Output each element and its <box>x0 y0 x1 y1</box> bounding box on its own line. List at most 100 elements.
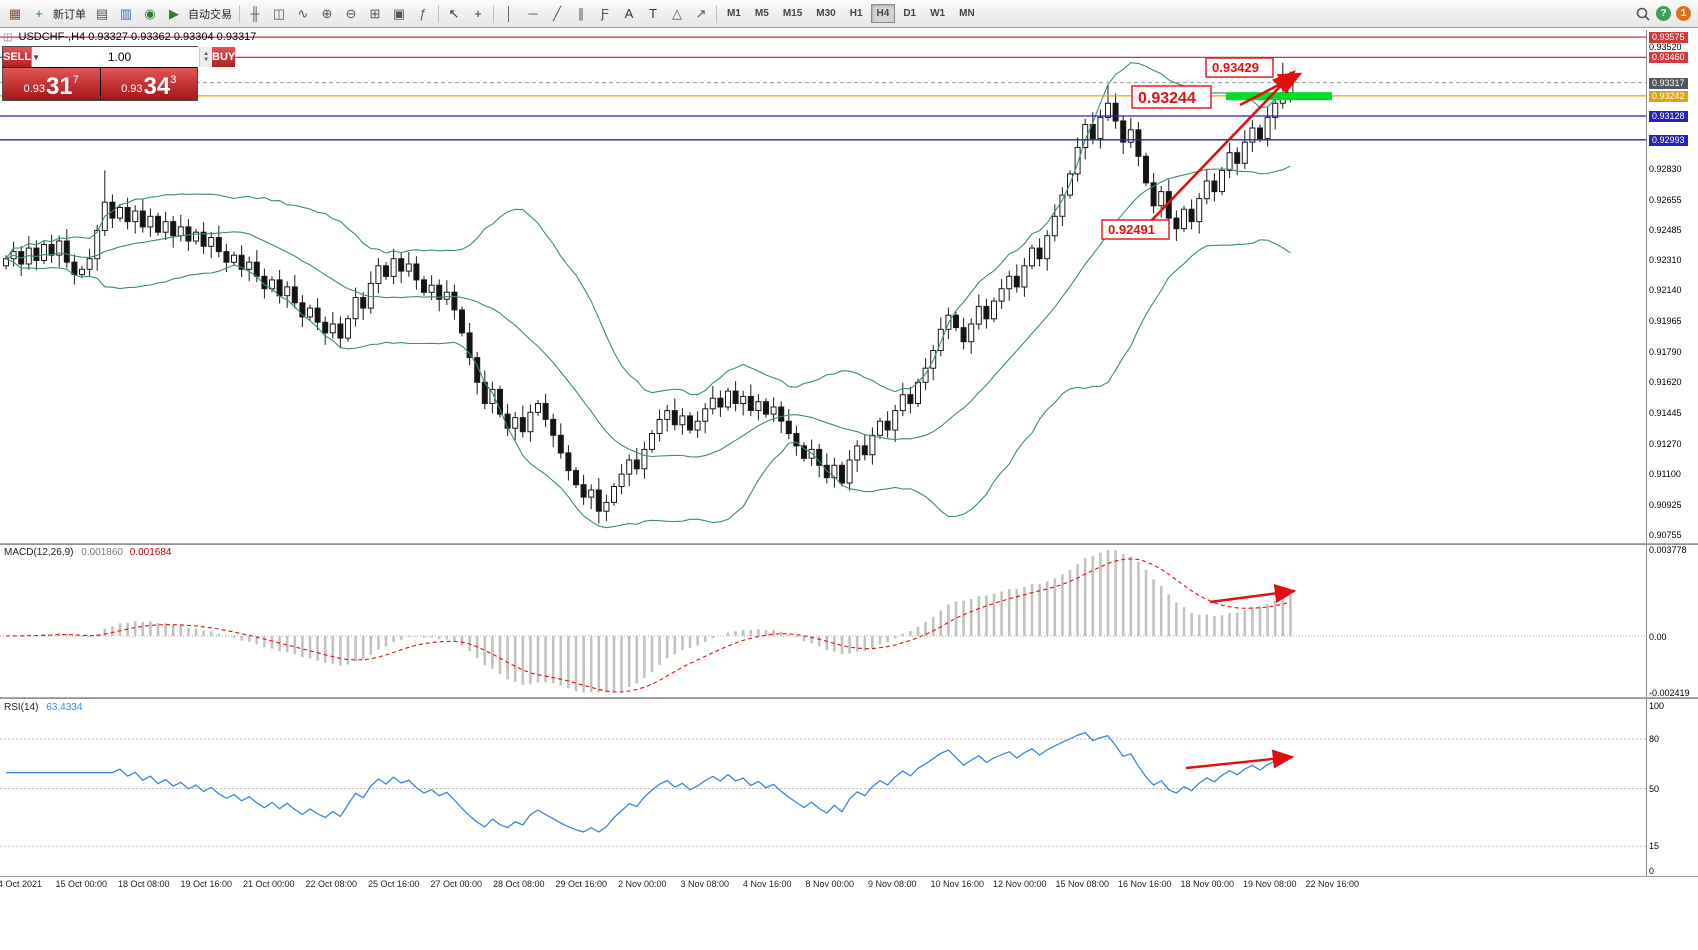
time-axis-label: 9 Nov 08:00 <box>868 879 917 889</box>
sell-button[interactable]: SELL <box>3 47 32 67</box>
rsi-name: RSI(14) <box>4 702 39 713</box>
price-axis-label: 0.93460 <box>1649 52 1688 64</box>
time-axis-label: 22 Oct 08:00 <box>305 879 358 889</box>
time-axis-label: 2 Nov 00:00 <box>618 879 667 889</box>
new-order-button[interactable]: + <box>35 6 43 21</box>
main-chart-canvas[interactable]: 0.93429 0.93244 0.92491 <box>0 30 1646 543</box>
tile-windows-icon[interactable]: ⊞ <box>369 5 381 21</box>
price-axis-label: 0.92830 <box>1649 163 1682 174</box>
rsi-axis-label: 80 <box>1649 734 1660 744</box>
macd-indicator-label: MACD(12,26,9) 0.001860 0.001684 <box>4 547 171 558</box>
timeframe-w1[interactable]: W1 <box>930 8 946 19</box>
timeframe-m15[interactable]: M15 <box>782 8 803 19</box>
price-axis-label: 0.90755 <box>1649 530 1682 541</box>
one-click-trade-panel: SELL ▼ ▲ ▼ BUY 0.93 31 7 0.93 34 3 <box>2 46 236 101</box>
chart-profiles-icon[interactable]: ▤ <box>95 5 109 21</box>
timeframe-m5[interactable]: M5 <box>754 8 769 19</box>
time-axis-separator <box>0 876 1698 877</box>
auto-arrange-icon[interactable]: ▣ <box>392 5 406 21</box>
auto-trading-button[interactable]: ▶ <box>169 5 179 21</box>
price-axis-label: 0.92310 <box>1649 255 1682 266</box>
price-axis-label: 0.91620 <box>1649 377 1682 388</box>
line-chart-icon[interactable]: ∿ <box>297 5 309 21</box>
new-chart-icon[interactable]: ▦ <box>8 5 22 21</box>
toolbar-right-group: ? 1 <box>1635 6 1691 22</box>
panel-separator[interactable] <box>0 543 1698 545</box>
time-axis-label: 10 Nov 16:00 <box>930 879 985 889</box>
data-window-icon[interactable]: ▥ <box>119 5 133 21</box>
svg-text:0.93429: 0.93429 <box>1212 60 1259 75</box>
price-axis-label: 0.91270 <box>1649 439 1682 450</box>
zoom-out-icon[interactable]: ⊖ <box>345 5 357 21</box>
timeframe-h1[interactable]: H1 <box>849 8 863 19</box>
notification-badge[interactable]: 1 <box>1676 6 1691 21</box>
search-icon[interactable] <box>1635 6 1651 22</box>
rsi-indicator-label: RSI(14) 63.4334 <box>4 702 82 713</box>
sell-price-sup: 7 <box>72 74 79 86</box>
sell-price-button[interactable]: 0.93 31 7 <box>3 68 100 100</box>
panel-separator[interactable] <box>0 697 1698 699</box>
volume-dropdown-icon[interactable]: ▼ <box>31 47 41 67</box>
timeframe-mn[interactable]: MN <box>959 8 975 19</box>
rsi-value: 63.4334 <box>46 702 83 713</box>
macd-signal-value: 0.001684 <box>129 547 172 558</box>
buy-price-big: 34 <box>143 73 171 100</box>
time-axis-label: 22 Nov 16:00 <box>1305 879 1360 889</box>
vertical-line-icon[interactable]: │ <box>504 6 514 21</box>
time-axis-label: 25 Oct 16:00 <box>368 879 420 889</box>
macd-axis-label: -0.002419 <box>1649 687 1690 698</box>
timeframe-h4[interactable]: H4 <box>870 4 896 23</box>
timeframe-m1[interactable]: M1 <box>727 8 741 19</box>
buy-price-button[interactable]: 0.93 34 3 <box>100 68 197 100</box>
rsi-axis-label: 100 <box>1649 701 1665 711</box>
strategy-tester-icon[interactable]: ◉ <box>144 5 156 21</box>
price-axis-label: 0.93242 <box>1649 90 1688 102</box>
help-icon[interactable]: ? <box>1656 6 1671 21</box>
timeframe-d1[interactable]: D1 <box>903 8 917 19</box>
sell-price-big: 31 <box>46 73 73 100</box>
time-axis: 14 Oct 2021 15 Oct 00:00 18 Oct 08:00 19 Oc… <box>0 877 1646 892</box>
price-axis-label: 0.92485 <box>1649 224 1682 235</box>
price-axis-label: 0.90925 <box>1649 500 1682 511</box>
toolbar-separator <box>493 4 494 23</box>
time-axis-label: 28 Oct 08:00 <box>493 879 545 889</box>
horizontal-line-icon[interactable]: ─ <box>528 6 538 21</box>
fibonacci-icon[interactable]: Ƒ <box>601 6 609 21</box>
price-axis: 0.93575 0.93520 0.93460 0.93317 0.93242 0.931… <box>1647 0 1698 950</box>
timeframe-m30[interactable]: M30 <box>816 8 836 19</box>
volume-stepper[interactable]: ▲ ▼ <box>199 47 213 67</box>
label-icon[interactable]: T <box>649 6 657 21</box>
price-axis-label: 0.92655 <box>1649 194 1682 205</box>
price-axis-label: 0.91790 <box>1649 347 1682 358</box>
arrow-tool-icon[interactable]: ↗ <box>695 5 707 21</box>
price-axis-label: 0.92993 <box>1649 134 1688 146</box>
cursor-icon[interactable]: ↖ <box>448 5 460 21</box>
time-axis-label: 19 Nov 08:00 <box>1243 879 1297 889</box>
rsi-panel-canvas[interactable] <box>0 700 1646 874</box>
time-axis-label: 15 Nov 08:00 <box>1055 879 1110 889</box>
crosshair-icon[interactable]: + <box>474 6 482 21</box>
volume-input[interactable] <box>40 47 200 67</box>
shapes-icon[interactable]: △ <box>672 5 682 21</box>
buy-price-prefix: 0.93 <box>121 83 143 95</box>
indicators-icon[interactable]: ƒ <box>419 6 427 21</box>
bar-chart-icon[interactable]: ╫ <box>250 6 260 21</box>
buy-button[interactable]: BUY <box>212 47 236 67</box>
macd-panel-canvas[interactable] <box>0 545 1646 696</box>
text-icon[interactable]: A <box>624 6 634 21</box>
rsi-axis-label: 15 <box>1649 841 1660 852</box>
trendline-icon[interactable]: ╱ <box>553 5 561 21</box>
svg-text:0.92491: 0.92491 <box>1108 222 1155 237</box>
spinner-down-icon[interactable]: ▼ <box>203 57 210 63</box>
svg-text:0.93244: 0.93244 <box>1138 90 1196 107</box>
channel-icon[interactable]: ∥ <box>577 5 585 21</box>
toolbar-separator <box>438 4 439 23</box>
candlestick-chart-icon[interactable]: ◫ <box>272 5 286 21</box>
zoom-in-icon[interactable]: ⊕ <box>321 5 333 21</box>
time-axis-label: 18 Oct 08:00 <box>118 879 170 889</box>
time-axis-label: 16 Nov 16:00 <box>1118 879 1172 889</box>
time-axis-label: 14 Oct 2021 <box>0 879 43 889</box>
toolbar-separator <box>716 4 717 23</box>
spinner-up-icon[interactable]: ▲ <box>203 51 210 57</box>
time-axis-label: 29 Oct 16:00 <box>555 879 608 889</box>
